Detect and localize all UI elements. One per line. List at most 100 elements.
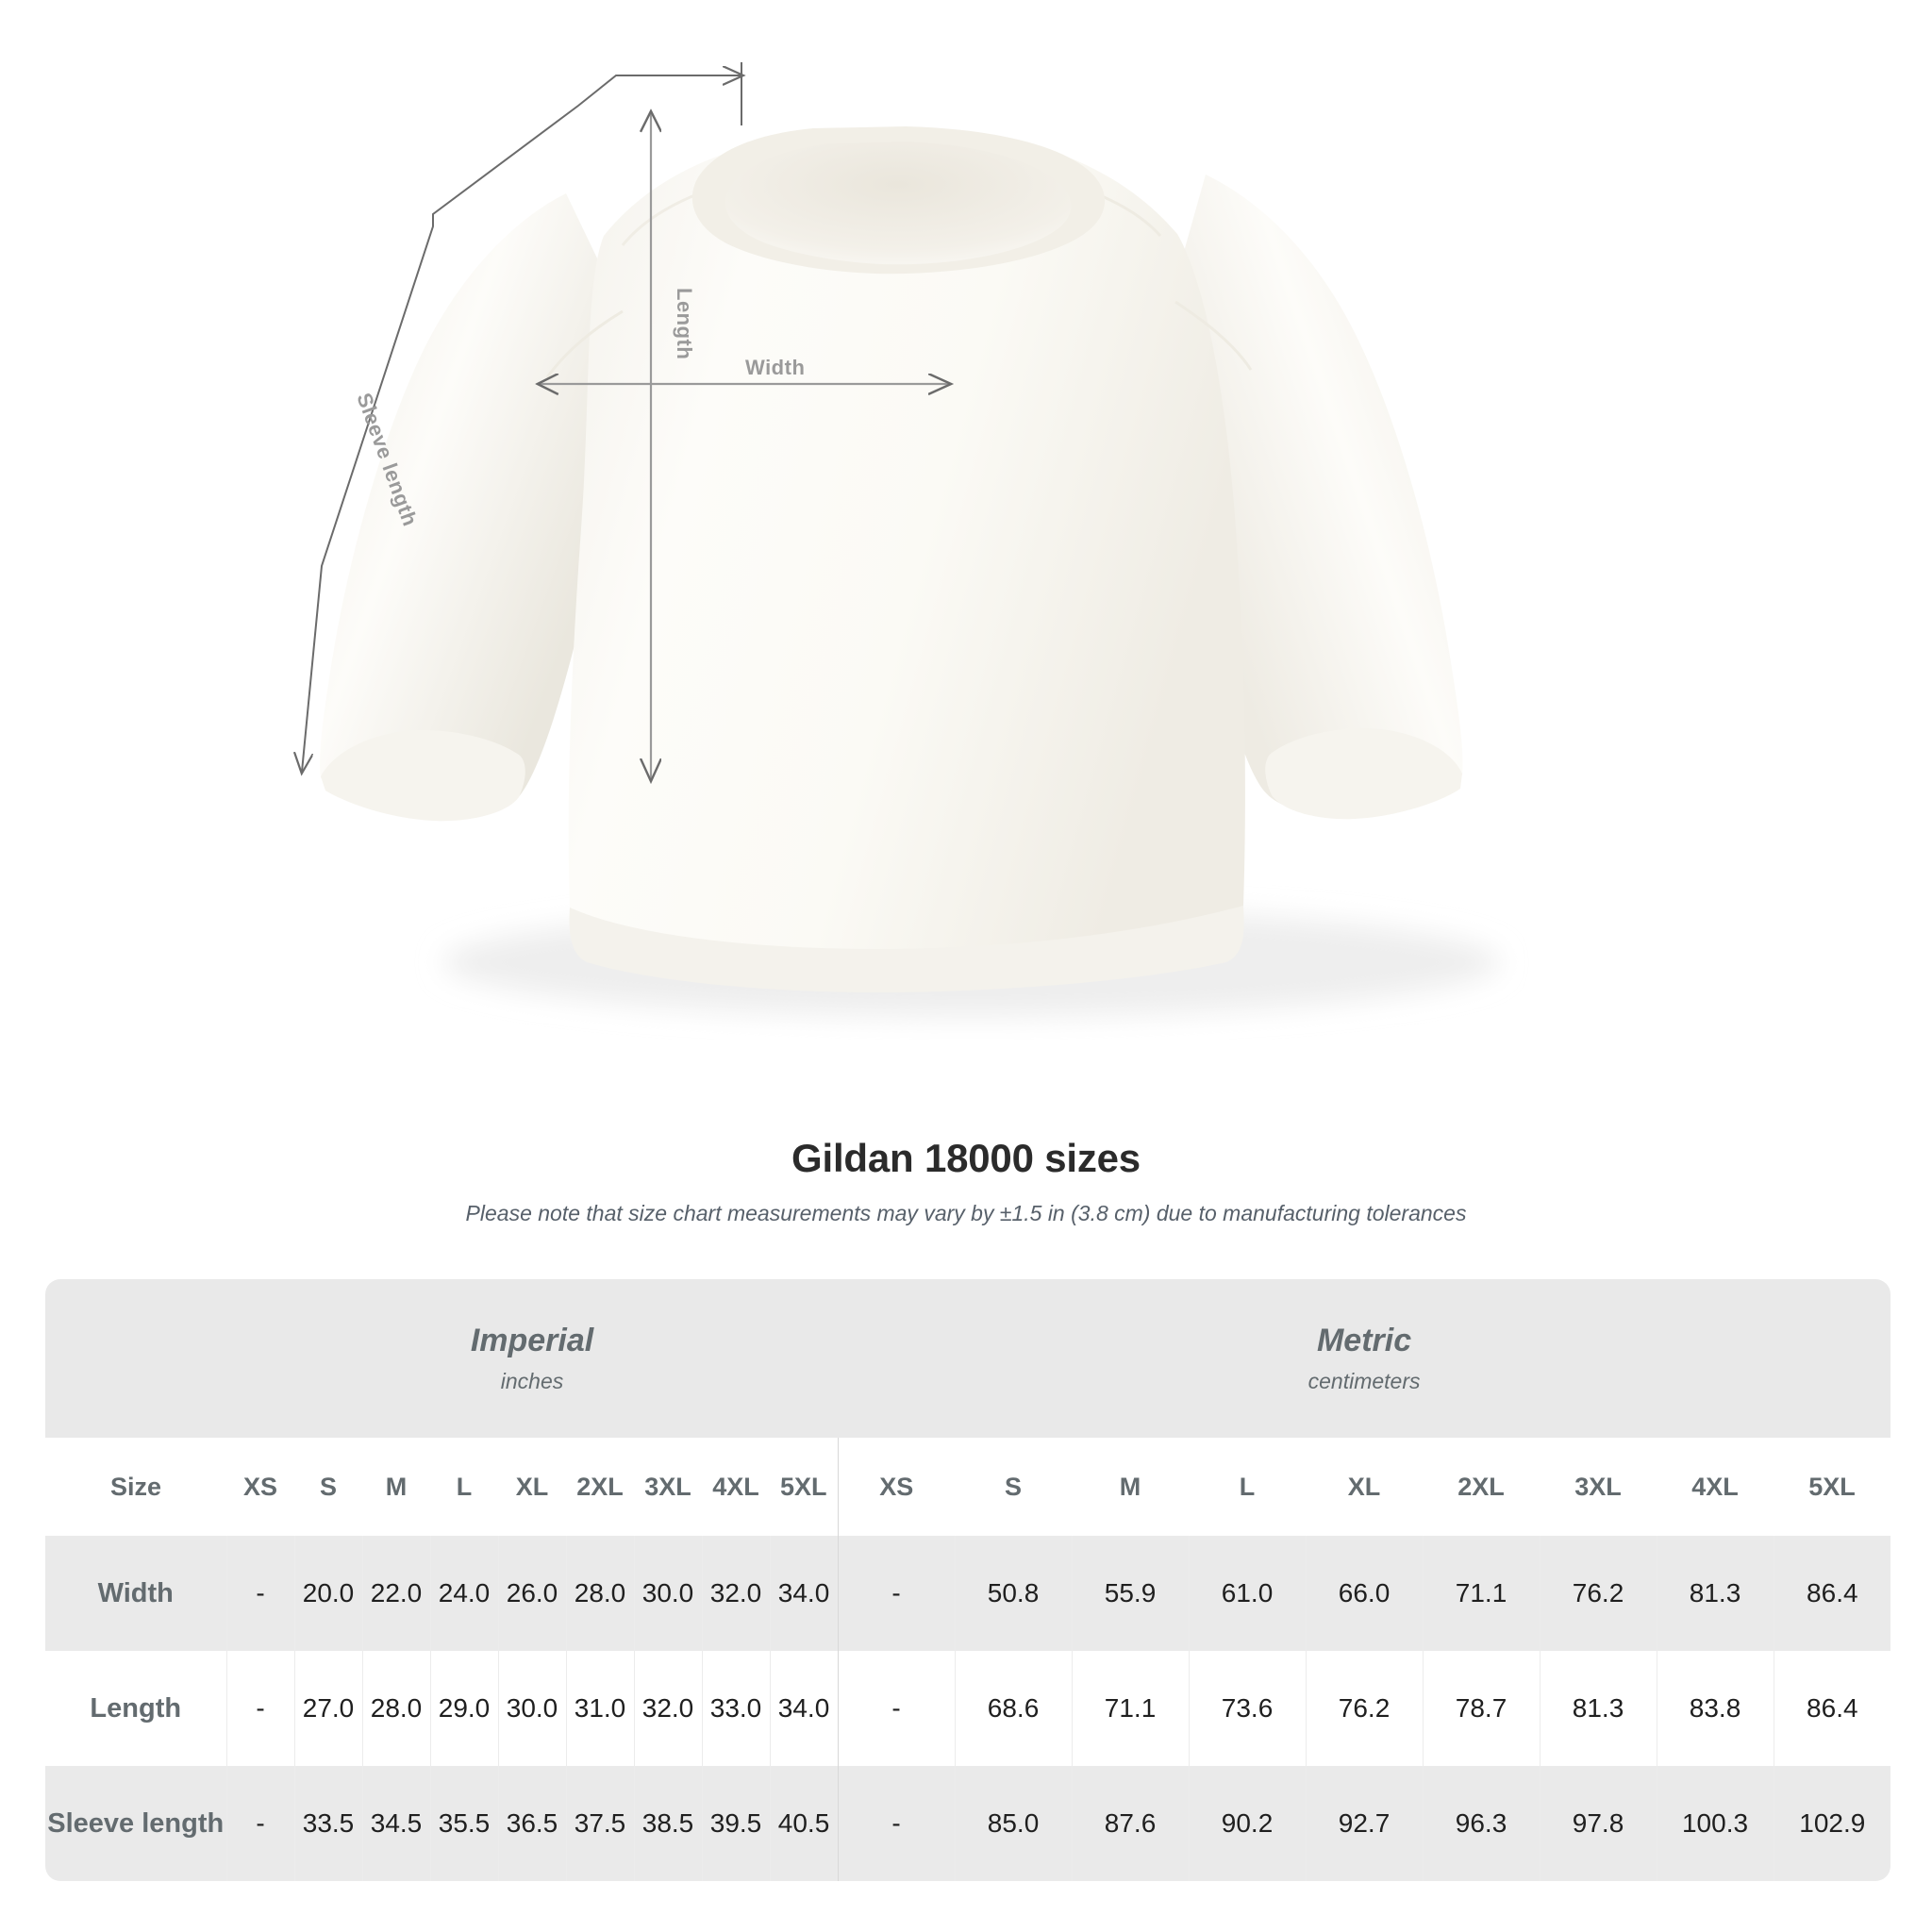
cell-length-imperial-l: 29.0 xyxy=(429,1651,498,1766)
cell-sleeve-metric-xs: - xyxy=(837,1766,956,1881)
cell-sleeve-metric-xl: 92.7 xyxy=(1305,1766,1424,1881)
size-column-label: Size xyxy=(45,1438,226,1536)
size-header-metric-xl: XL xyxy=(1306,1438,1424,1536)
size-header-imperial-3xl: 3XL xyxy=(634,1438,702,1536)
cell-width-metric-l: 61.0 xyxy=(1188,1536,1307,1651)
cell-width-metric-2xl: 71.1 xyxy=(1422,1536,1541,1651)
metric-label: Metric xyxy=(1316,1322,1412,1358)
size-header-imperial-2xl: 2XL xyxy=(566,1438,634,1536)
tolerance-note: Please note that size chart measurements… xyxy=(465,1201,1467,1226)
cell-sleeve-metric-l: 90.2 xyxy=(1188,1766,1307,1881)
cell-width-metric-3xl: 76.2 xyxy=(1539,1536,1657,1651)
sleeve-measure-line xyxy=(302,62,741,772)
cell-sleeve-imperial-xs: - xyxy=(225,1766,294,1881)
cell-width-imperial-4xl: 32.0 xyxy=(701,1536,770,1651)
unit-header-spacer xyxy=(45,1279,226,1438)
cell-width-metric-5xl: 86.4 xyxy=(1773,1536,1891,1651)
cell-width-metric-m: 55.9 xyxy=(1071,1536,1190,1651)
right-sleeve-seam xyxy=(1174,300,1253,371)
cell-length-imperial-5xl: 34.0 xyxy=(769,1651,839,1766)
metric-sub: centimeters xyxy=(1307,1369,1421,1394)
size-header-metric-m: M xyxy=(1072,1438,1190,1536)
cell-length-imperial-xl: 30.0 xyxy=(497,1651,566,1766)
size-header-row: Size XS S M L XL 2XL 3XL 4XL 5XL XS S M … xyxy=(45,1438,1891,1536)
cell-sleeve-imperial-xl: 36.5 xyxy=(497,1766,566,1881)
table-row: Width - 20.0 22.0 24.0 26.0 28.0 30.0 32… xyxy=(45,1536,1891,1651)
cell-sleeve-metric-3xl: 97.8 xyxy=(1539,1766,1657,1881)
cell-length-metric-3xl: 81.3 xyxy=(1539,1651,1657,1766)
right-cuff xyxy=(1265,728,1462,820)
cell-length-metric-xl: 76.2 xyxy=(1305,1651,1424,1766)
page-title: Gildan 18000 sizes xyxy=(791,1136,1141,1180)
cell-width-imperial-5xl: 34.0 xyxy=(769,1536,839,1651)
size-header-metric-l: L xyxy=(1189,1438,1307,1536)
size-header-metric-4xl: 4XL xyxy=(1657,1438,1774,1536)
cell-width-imperial-xs: - xyxy=(225,1536,294,1651)
length-label: Length xyxy=(673,288,696,359)
cell-width-imperial-2xl: 28.0 xyxy=(565,1536,634,1651)
size-header-metric-s: S xyxy=(955,1438,1073,1536)
width-label: Width xyxy=(745,356,805,379)
cell-length-metric-5xl: 86.4 xyxy=(1773,1651,1891,1766)
cell-width-metric-xl: 66.0 xyxy=(1305,1536,1424,1651)
right-sleeve xyxy=(1170,175,1463,814)
title-block: Gildan 18000 sizes Please note that size… xyxy=(0,1136,1932,1227)
cell-sleeve-imperial-s: 33.5 xyxy=(293,1766,362,1881)
imperial-label: Imperial xyxy=(470,1322,594,1358)
cell-width-imperial-s: 20.0 xyxy=(293,1536,362,1651)
cell-sleeve-imperial-4xl: 39.5 xyxy=(701,1766,770,1881)
size-header-imperial-m: M xyxy=(362,1438,430,1536)
size-header-imperial-l: L xyxy=(430,1438,498,1536)
row-label-length: Length xyxy=(45,1651,226,1766)
size-header-imperial-xs: XS xyxy=(226,1438,294,1536)
cell-sleeve-metric-4xl: 100.3 xyxy=(1656,1766,1774,1881)
cell-length-imperial-xs: - xyxy=(225,1651,294,1766)
size-header-imperial-4xl: 4XL xyxy=(702,1438,770,1536)
cell-sleeve-imperial-l: 35.5 xyxy=(429,1766,498,1881)
size-header-imperial-s: S xyxy=(294,1438,362,1536)
cell-width-metric-xs: - xyxy=(837,1536,956,1651)
cell-sleeve-metric-m: 87.6 xyxy=(1071,1766,1190,1881)
left-cuff xyxy=(321,730,525,822)
cell-width-imperial-3xl: 30.0 xyxy=(633,1536,702,1651)
table-row: Sleeve length - 33.5 34.5 35.5 36.5 37.5… xyxy=(45,1766,1891,1881)
size-header-metric-5xl: 5XL xyxy=(1774,1438,1891,1536)
cell-length-imperial-4xl: 33.0 xyxy=(701,1651,770,1766)
cell-sleeve-imperial-5xl: 40.5 xyxy=(769,1766,839,1881)
cell-length-metric-s: 68.6 xyxy=(954,1651,1073,1766)
cell-width-imperial-m: 22.0 xyxy=(361,1536,430,1651)
cell-sleeve-metric-5xl: 102.9 xyxy=(1773,1766,1891,1881)
size-header-metric-xs: XS xyxy=(837,1438,956,1536)
cell-sleeve-metric-2xl: 96.3 xyxy=(1422,1766,1541,1881)
cell-length-metric-2xl: 78.7 xyxy=(1422,1651,1541,1766)
size-header-metric-3xl: 3XL xyxy=(1540,1438,1657,1536)
cell-width-metric-4xl: 81.3 xyxy=(1656,1536,1774,1651)
cell-length-imperial-2xl: 31.0 xyxy=(565,1651,634,1766)
garment-body xyxy=(568,127,1245,981)
collar-inner xyxy=(724,142,1072,265)
imperial-sub: inches xyxy=(500,1369,564,1394)
cell-length-imperial-m: 28.0 xyxy=(361,1651,430,1766)
cell-length-metric-4xl: 83.8 xyxy=(1656,1651,1774,1766)
cell-sleeve-imperial-m: 34.5 xyxy=(361,1766,430,1881)
cell-sleeve-imperial-2xl: 37.5 xyxy=(565,1766,634,1881)
unit-header-row: Imperial inches Metric centimeters xyxy=(45,1279,1891,1438)
size-header-imperial-5xl: 5XL xyxy=(770,1438,839,1536)
unit-header-imperial: Imperial inches xyxy=(226,1279,839,1438)
cell-length-metric-m: 71.1 xyxy=(1071,1651,1190,1766)
left-sleeve xyxy=(320,193,623,817)
cell-width-imperial-l: 24.0 xyxy=(429,1536,498,1651)
size-header-metric-2xl: 2XL xyxy=(1423,1438,1541,1536)
cell-sleeve-imperial-3xl: 38.5 xyxy=(633,1766,702,1881)
row-label-width: Width xyxy=(45,1536,226,1651)
size-table: Imperial inches Metric centimeters Size … xyxy=(45,1279,1891,1881)
size-table-wrap: Imperial inches Metric centimeters Size … xyxy=(45,1279,1891,1881)
hem-band xyxy=(569,906,1244,992)
size-header-imperial-xl: XL xyxy=(498,1438,566,1536)
cell-length-metric-xs: - xyxy=(837,1651,956,1766)
garment-measurement-diagram: Length Width Sleeve length xyxy=(0,62,1500,1017)
row-label-sleeve-length: Sleeve length xyxy=(45,1766,226,1881)
cell-sleeve-metric-s: 85.0 xyxy=(954,1766,1073,1881)
cell-length-metric-l: 73.6 xyxy=(1188,1651,1307,1766)
